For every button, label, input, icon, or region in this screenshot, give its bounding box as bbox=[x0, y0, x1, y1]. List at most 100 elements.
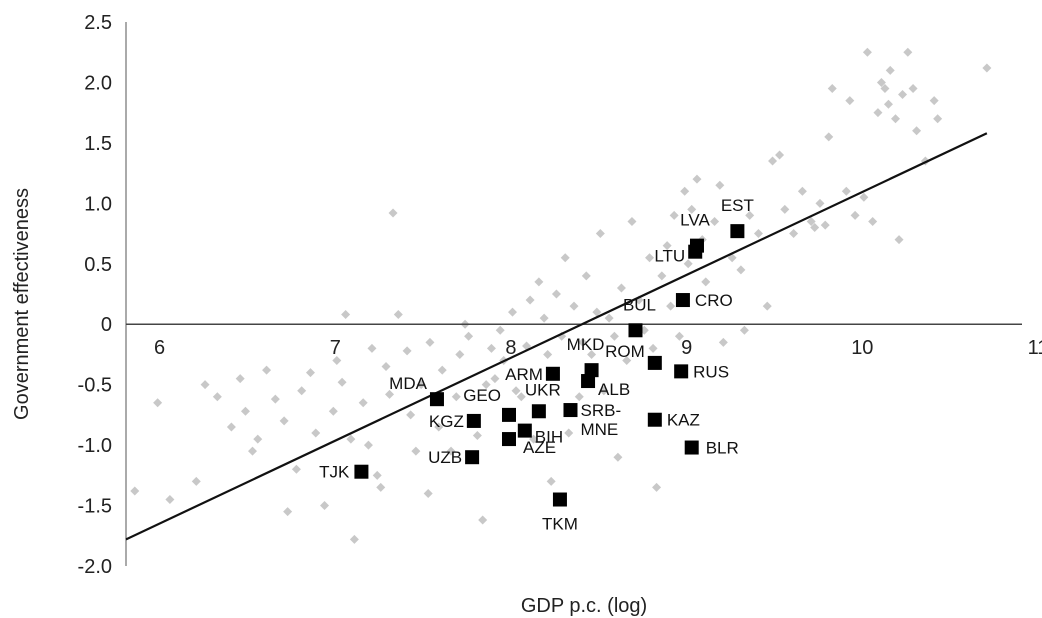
highlighted-point bbox=[545, 366, 560, 381]
background-point bbox=[908, 83, 918, 93]
background-point bbox=[745, 210, 755, 220]
background-point bbox=[718, 337, 728, 347]
background-point bbox=[753, 229, 763, 239]
background-point bbox=[560, 253, 570, 263]
background-point bbox=[376, 482, 386, 492]
y-axis-title: Government effectiveness bbox=[11, 188, 33, 420]
background-point bbox=[578, 337, 588, 347]
highlighted-point bbox=[647, 355, 662, 370]
background-point bbox=[291, 464, 301, 474]
y-tick-label: 0 bbox=[101, 314, 112, 336]
highlighted-point bbox=[674, 364, 689, 379]
background-point bbox=[880, 83, 890, 93]
background-point bbox=[481, 380, 491, 390]
background-point bbox=[674, 331, 684, 341]
background-point bbox=[191, 476, 201, 486]
background-point bbox=[736, 265, 746, 275]
background-point bbox=[534, 277, 544, 287]
background-point bbox=[262, 365, 272, 375]
country-label: RUS bbox=[693, 362, 729, 381]
background-point bbox=[806, 216, 816, 226]
x-tick-label: 7 bbox=[330, 337, 341, 359]
background-point bbox=[789, 229, 799, 239]
background-point bbox=[358, 398, 368, 408]
background-point bbox=[933, 114, 943, 124]
y-tick-labels: 2.5 2.0 1.5 1.0 0.5 0 -0.5 -1.0 -1.5 -2.0 bbox=[78, 12, 112, 578]
country-label: LVA bbox=[680, 211, 710, 230]
background-point bbox=[283, 507, 293, 517]
background-point bbox=[388, 208, 398, 218]
background-point bbox=[587, 349, 597, 359]
background-point bbox=[692, 174, 702, 184]
highlighted-point bbox=[684, 440, 699, 455]
background-point bbox=[739, 325, 749, 335]
background-point bbox=[393, 310, 403, 320]
background-point bbox=[416, 380, 426, 390]
background-point bbox=[657, 271, 667, 281]
background-point bbox=[827, 83, 837, 93]
background-point bbox=[270, 394, 280, 404]
background-point bbox=[581, 271, 591, 281]
background-point bbox=[645, 253, 655, 263]
background-point bbox=[346, 434, 356, 444]
highlighted-point bbox=[584, 363, 599, 378]
x-tick-label: 10 bbox=[851, 337, 873, 359]
background-point bbox=[240, 406, 250, 416]
highlighted-point bbox=[552, 492, 567, 507]
background-point bbox=[511, 386, 521, 396]
background-point bbox=[434, 422, 444, 432]
background-point bbox=[372, 470, 382, 480]
country-label: BIH bbox=[535, 428, 563, 447]
highlighted-point bbox=[517, 423, 532, 438]
background-point bbox=[332, 355, 342, 365]
background-point bbox=[247, 446, 257, 456]
background-point bbox=[464, 331, 474, 341]
y-tick-label: 1.0 bbox=[84, 193, 112, 215]
highlighted-point bbox=[429, 392, 444, 407]
background-point bbox=[363, 440, 373, 450]
x-tick-labels: 6 7 8 9 10 11 bbox=[154, 337, 1042, 359]
background-point bbox=[226, 422, 236, 432]
country-label: UKR bbox=[525, 380, 561, 399]
background-point bbox=[683, 259, 693, 269]
highlighted-point bbox=[501, 407, 516, 422]
background-point bbox=[539, 313, 549, 323]
background-point bbox=[490, 374, 500, 384]
highlighted-point bbox=[465, 450, 480, 465]
background-point bbox=[437, 365, 447, 375]
country-label: GEO bbox=[463, 386, 501, 405]
background-point bbox=[385, 389, 395, 399]
y-tick-label: 2.0 bbox=[84, 72, 112, 94]
background-point bbox=[876, 77, 886, 87]
regression-line bbox=[125, 132, 988, 541]
y-tick-label: 2.5 bbox=[84, 12, 112, 34]
background-point bbox=[495, 325, 505, 335]
highlighted-points: EST LVA LTU CRO BUL MKD ROM ARM ALB RUS MDA UKR GEO S… bbox=[319, 196, 754, 533]
x-tick-label: 11 bbox=[1028, 337, 1042, 359]
country-label: UZB bbox=[428, 448, 462, 467]
background-point bbox=[406, 410, 416, 420]
background-point bbox=[859, 192, 869, 202]
background-point bbox=[622, 355, 632, 365]
background-point bbox=[604, 313, 614, 323]
background-point bbox=[341, 310, 351, 320]
background-point bbox=[599, 386, 609, 396]
background-point bbox=[701, 277, 711, 287]
highlighted-point bbox=[466, 413, 481, 428]
background-point bbox=[311, 428, 321, 438]
background-point bbox=[328, 406, 338, 416]
country-label: BUL bbox=[623, 295, 656, 314]
highlighted-point bbox=[581, 374, 596, 389]
background-point bbox=[569, 301, 579, 311]
background-point bbox=[845, 96, 855, 106]
background-point bbox=[574, 392, 584, 402]
highlighted-point bbox=[354, 464, 369, 479]
country-label: BLR bbox=[706, 439, 739, 458]
background-point bbox=[868, 216, 878, 226]
background-point bbox=[525, 295, 535, 305]
background-point bbox=[564, 428, 574, 438]
background-point bbox=[367, 343, 377, 353]
background-point bbox=[885, 65, 895, 75]
background-point bbox=[153, 398, 163, 408]
